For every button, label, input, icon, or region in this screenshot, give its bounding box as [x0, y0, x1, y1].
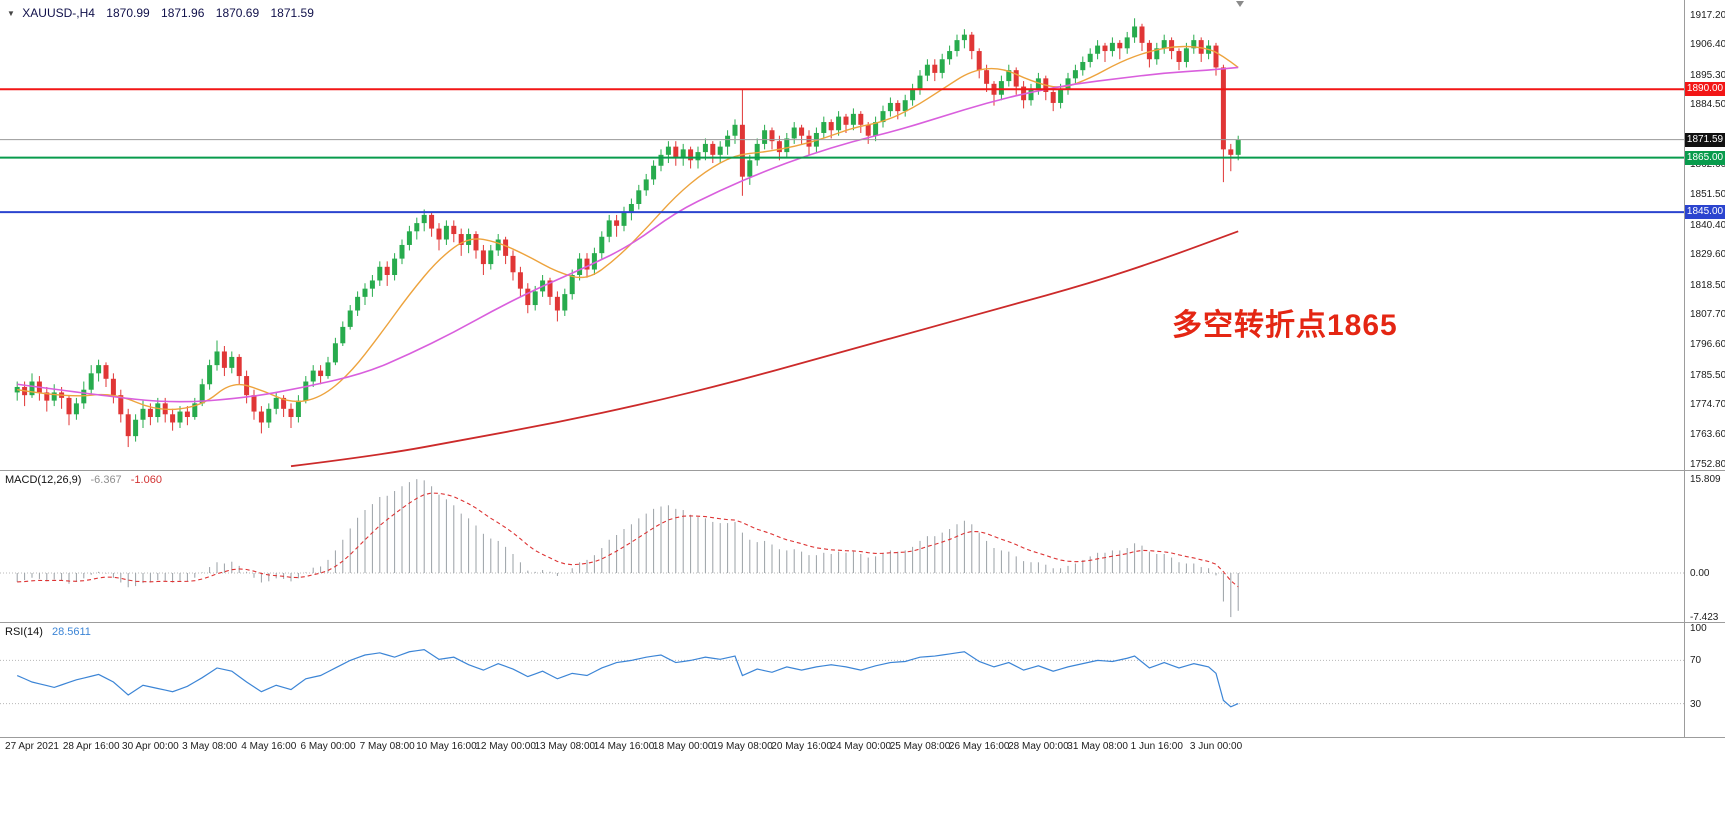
- price-axis-label: 1851.50: [1690, 189, 1725, 201]
- price-axis-label: 1796.60: [1690, 339, 1725, 351]
- annotation-text[interactable]: 多空转折点1865: [1172, 309, 1398, 342]
- time-axis-label: 20 May 16:00: [771, 741, 832, 752]
- time-axis-label: 19 May 08:00: [712, 741, 773, 752]
- symbol-period-label: XAUUSD-,H4: [22, 6, 95, 20]
- rsi-value: 28.5611: [51, 626, 91, 638]
- hline-price-tag: 1845.00: [1685, 205, 1725, 220]
- price-axis-label: 1906.40: [1690, 39, 1725, 51]
- symbol-dropdown-icon[interactable]: ▼: [7, 9, 15, 18]
- title-high-value: 1871.96: [161, 6, 205, 20]
- current-price-tag: 1871.59: [1685, 132, 1725, 147]
- time-axis-label: 3 Jun 00:00: [1189, 741, 1243, 752]
- price-axis-label: 1862.60: [1690, 159, 1725, 171]
- time-axis-label: 25 May 08:00: [889, 741, 951, 752]
- title-close-value: 1871.59: [270, 6, 314, 20]
- price-axis-label: 1752.80: [1690, 458, 1725, 470]
- rsi-axis-label: 70: [1690, 655, 1702, 667]
- time-axis-label: 12 May 00:00: [475, 741, 536, 752]
- time-axis-label: 28 May 00:00: [1008, 741, 1069, 752]
- price-axis-label: 1807.70: [1690, 309, 1725, 321]
- time-axis-label: 24 May 00:00: [830, 741, 892, 752]
- time-axis-label: 28 Apr 16:00: [62, 741, 120, 752]
- title-low-value: 1870.69: [215, 6, 260, 20]
- hline-price-tag: 1865.00: [1685, 150, 1725, 165]
- time-axis-label: 1 Jun 16:00: [1130, 741, 1183, 752]
- time-axis-label: 18 May 00:00: [652, 741, 714, 752]
- price-axis-label: 1884.50: [1690, 99, 1725, 111]
- time-axis-label: 7 May 08:00: [359, 741, 415, 752]
- rsi-axis-label: 30: [1690, 698, 1702, 710]
- macd-main-value: -6.367: [90, 474, 122, 486]
- time-axis-label: 31 May 08:00: [1067, 741, 1128, 752]
- time-axis-label: 13 May 08:00: [534, 741, 596, 752]
- time-axis-label: 10 May 16:00: [416, 741, 477, 752]
- symbol-title: ▼ XAUUSD-,H4 1870.99 1871.96 1870.69 187…: [7, 6, 314, 20]
- price-axis-label: 1774.70: [1690, 399, 1725, 411]
- macd-name: MACD(12,26,9): [5, 474, 82, 486]
- macd-axis-label: 15.809: [1690, 474, 1721, 486]
- time-axis-label: 6 May 00:00: [300, 741, 356, 752]
- price-axis-label: 1829.60: [1690, 249, 1725, 261]
- macd-indicator-label: MACD(12,26,9) -6.367 -1.060: [5, 474, 162, 486]
- price-axis-label: 1763.60: [1690, 429, 1725, 441]
- time-axis-label: 14 May 16:00: [593, 741, 655, 752]
- rsi-indicator-label: RSI(14) 28.5611: [5, 626, 91, 638]
- hline-price-tag: 1890.00: [1685, 82, 1725, 97]
- rsi-name: RSI(14): [5, 626, 43, 638]
- time-axis-label: 4 May 16:00: [241, 741, 297, 752]
- rsi-axis-label: 100: [1690, 623, 1707, 634]
- title-open-value: 1870.99: [106, 6, 150, 20]
- time-axis-label: 26 May 16:00: [948, 741, 1010, 752]
- macd-signal-value: -1.060: [130, 474, 162, 486]
- time-axis-label: 27 Apr 2021: [5, 741, 59, 752]
- macd-axis-label: -7.423: [1690, 612, 1719, 624]
- price-axis-label: 1895.30: [1690, 69, 1725, 81]
- price-axis-label: 1818.50: [1690, 279, 1725, 291]
- price-axis-label: 1840.40: [1690, 219, 1725, 231]
- price-axis-label: 1785.50: [1690, 369, 1725, 381]
- macd-axis-label: 0.00: [1690, 568, 1710, 579]
- time-axis-label: 30 Apr 00:00: [122, 741, 179, 752]
- time-axis-label: 3 May 08:00: [182, 741, 238, 752]
- price-axis-label: 1917.20: [1690, 10, 1725, 21]
